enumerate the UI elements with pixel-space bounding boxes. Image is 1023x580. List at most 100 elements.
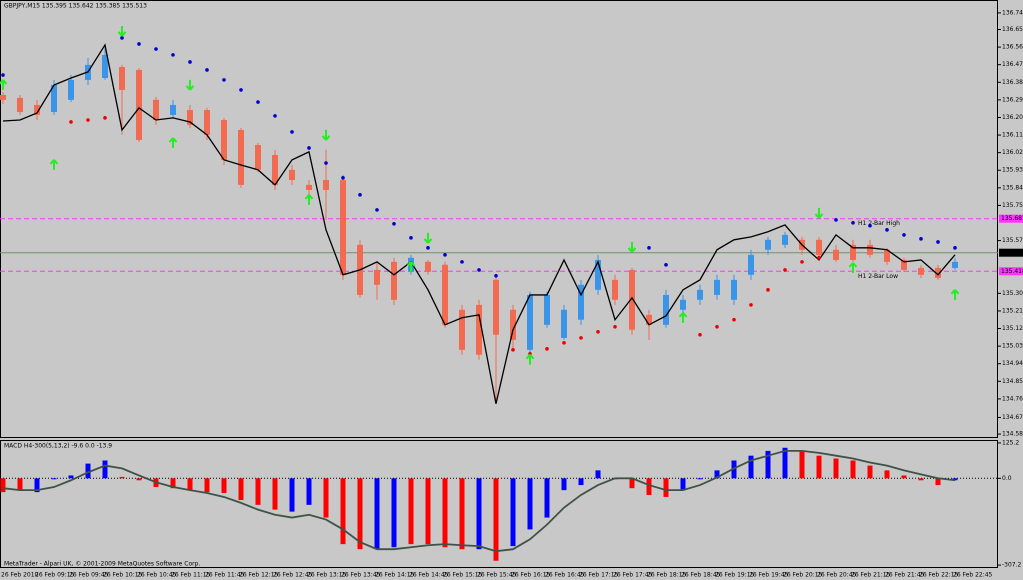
candle-body (867, 244, 873, 255)
macd-bar (799, 450, 805, 479)
sar-dot (647, 246, 651, 250)
signal-arrow (423, 232, 433, 244)
candle-body (476, 304, 482, 355)
candle-body (680, 299, 686, 310)
y-tick-label: 134.585 (1002, 431, 1023, 438)
sar-dot (239, 88, 243, 92)
y-tick-label: 0.0 (1002, 475, 1012, 482)
macd-bar (765, 450, 771, 479)
sar-dot (392, 221, 396, 226)
y-tick-label: 136.565 (1002, 44, 1023, 51)
candle-body (629, 269, 635, 330)
signal-arrow (627, 241, 637, 253)
candle-body (697, 289, 703, 300)
candle-body (306, 184, 312, 190)
sar-dot (851, 220, 855, 225)
x-tick-label: 26 Feb 10:15 (103, 572, 143, 579)
macd-bar (136, 478, 142, 481)
macd-bar (867, 465, 873, 479)
candle-body (289, 169, 295, 180)
macd-bar (34, 478, 40, 493)
chart-title: GBPJPY,M15 135.395 135.642 135.385 135.5… (4, 3, 147, 10)
signal-arrow (117, 25, 127, 37)
sar-dot (766, 288, 770, 292)
candle-body (136, 69, 142, 140)
candle-body (0, 94, 6, 100)
candle-body (255, 145, 261, 170)
x-tick-label: 26 Feb 22:15 (919, 572, 959, 579)
macd-bar (374, 478, 380, 550)
sar-dot (698, 332, 702, 337)
sar-dot (715, 324, 719, 329)
candle-body (493, 279, 499, 335)
x-tick-label: 26 Feb 13:45 (341, 572, 381, 579)
level-annotation: H1 2-Bar Low (858, 273, 898, 280)
signal-arrow (0, 79, 8, 90)
sar-dot (511, 348, 515, 352)
sar-dot (1, 73, 5, 77)
candle-body (884, 249, 890, 262)
level-tag-label: 135.513 (1001, 249, 1023, 256)
macd-bar (51, 478, 57, 480)
sar-dot (120, 36, 124, 40)
sar-dot (749, 303, 753, 307)
y-tick-label: 134.945 (1002, 360, 1023, 367)
sar-dot (443, 253, 447, 257)
signal-arrow (185, 79, 195, 91)
sar-dot (919, 237, 923, 241)
macd-bar (357, 478, 363, 550)
level-tag (999, 267, 1023, 276)
y-tick-label: 134.670 (1002, 414, 1023, 421)
x-tick-label: 26 Feb 11:15 (171, 572, 211, 579)
x-tick-label: 26 Feb 09:45 (69, 572, 109, 579)
macd-bar (442, 478, 448, 548)
x-tick-label: 26 Feb 14:45 (409, 572, 449, 579)
y-tick-label: -307.2 (1002, 562, 1022, 569)
x-tick-label: 26 Feb 20:15 (783, 572, 823, 579)
signal-arrow (525, 354, 535, 365)
sar-dot (732, 317, 736, 322)
macd-bar (748, 455, 754, 479)
y-tick-label: 134.765 (1002, 395, 1023, 402)
macd-bar (714, 470, 720, 479)
sar-dot (834, 218, 838, 222)
candle-body (731, 279, 737, 300)
macd-bar (391, 478, 397, 548)
candle-body (323, 179, 329, 190)
sar-dot (664, 263, 668, 267)
level-tag-label: 135.418 (1001, 268, 1023, 275)
sar-dot (868, 223, 872, 228)
x-tick-label: 26 Feb 16:15 (511, 572, 551, 579)
candle-body (204, 110, 210, 135)
candle-body (748, 254, 754, 275)
macd-bar (85, 463, 91, 479)
x-tick-label: 26 Feb 10:45 (137, 572, 177, 579)
macd-bar (782, 447, 788, 479)
macd-bar (493, 478, 499, 561)
macd-bar (935, 478, 941, 486)
y-tick-label: 136.385 (1002, 79, 1023, 86)
sar-dot (171, 53, 175, 57)
macd-bar (663, 478, 669, 497)
macd-bar (561, 478, 567, 491)
sar-dot (885, 228, 889, 232)
x-tick-label: 26 Feb 12:45 (273, 572, 313, 579)
sar-dot (69, 120, 73, 124)
macd-bar (221, 478, 227, 493)
candle-body (170, 104, 176, 115)
candle-body (918, 267, 924, 275)
candle-body (391, 261, 397, 300)
macd-bar (476, 478, 482, 550)
sar-dot (86, 118, 90, 122)
macd-bar (425, 478, 431, 545)
macd-bar (255, 478, 261, 505)
macd-bar (306, 478, 312, 505)
macd-bar (272, 478, 278, 510)
macd-bar (850, 460, 856, 479)
candle-body (340, 179, 346, 275)
y-tick-label: 136.475 (1002, 61, 1023, 68)
x-tick-label: 26 Feb 18:45 (681, 572, 721, 579)
sar-dot (613, 324, 617, 329)
signal-arrow (168, 137, 178, 148)
